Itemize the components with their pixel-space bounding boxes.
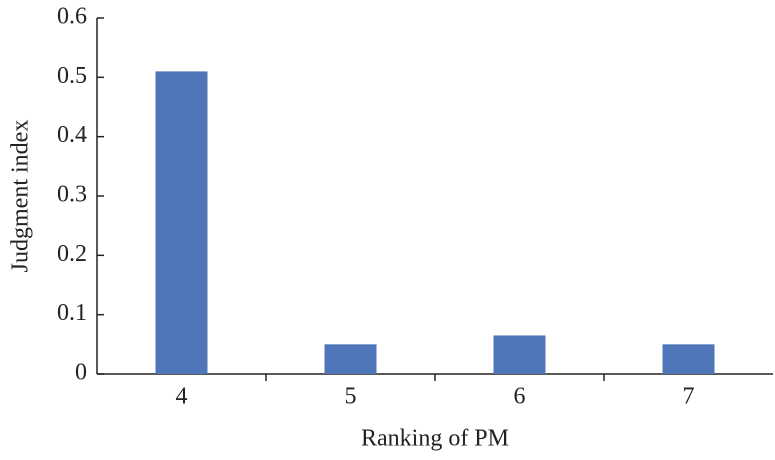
x-tick-label: 7 xyxy=(683,384,695,410)
bar xyxy=(324,344,377,374)
x-tick-label: 4 xyxy=(176,384,188,410)
y-tick-label: 0.1 xyxy=(57,300,87,326)
y-axis-label: Judgment index xyxy=(8,120,34,273)
x-tick-label: 6 xyxy=(514,384,526,410)
x-axis-label: Ranking of PM xyxy=(361,426,509,452)
bar xyxy=(662,344,715,374)
bar xyxy=(155,71,208,375)
y-tick-label: 0.3 xyxy=(57,182,87,208)
y-tick-label: 0 xyxy=(75,360,87,386)
y-tick-label: 0.4 xyxy=(57,122,87,148)
y-tick-label: 0.5 xyxy=(57,63,87,89)
y-tick-label: 0.2 xyxy=(57,241,87,267)
y-tick-label: 0.6 xyxy=(57,4,87,30)
bar xyxy=(493,335,546,374)
x-tick-label: 5 xyxy=(345,384,357,410)
